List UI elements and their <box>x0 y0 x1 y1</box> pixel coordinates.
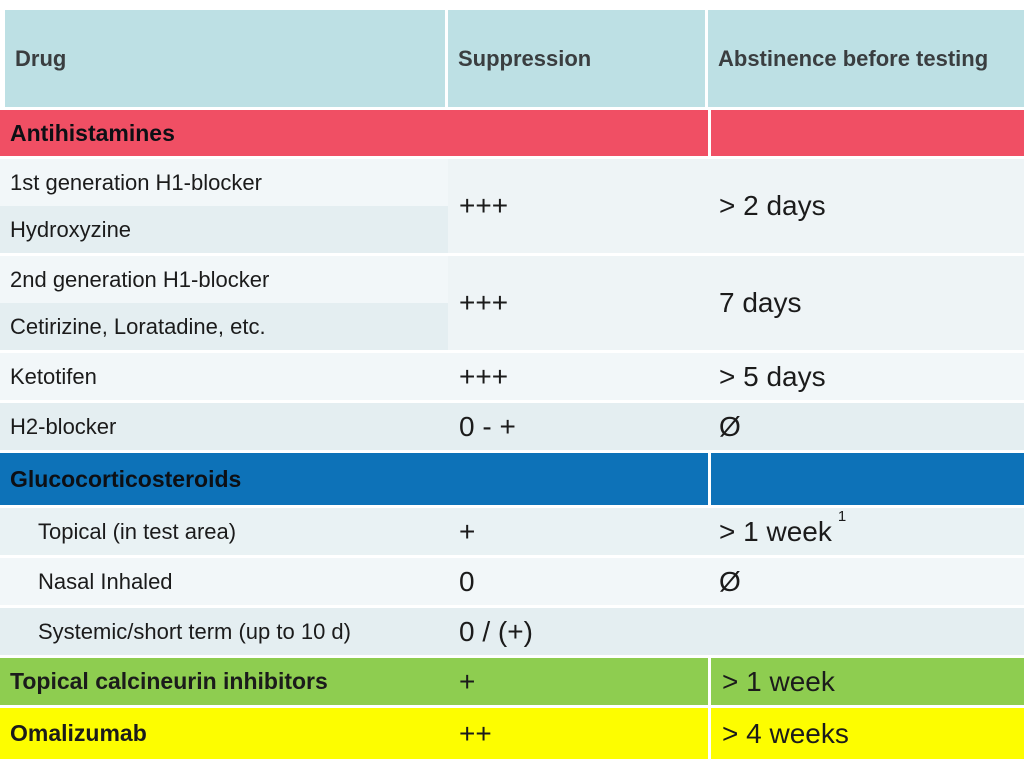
suppression-cell: 0 <box>448 558 708 608</box>
section-antihistamines-empty-cell <box>708 110 1024 159</box>
header-row: Drug Suppression Abstinence before testi… <box>0 10 1024 110</box>
table-row: Systemic/short term (up to 10 d) 0 / (+) <box>0 608 1024 658</box>
row-omalizumab: Omalizumab ++ > 4 weeks <box>0 708 1024 762</box>
suppression-cell: + <box>448 508 708 558</box>
suppression-cell: +++ <box>448 159 708 256</box>
drug-cell: 1st generation H1-blocker <box>0 159 448 206</box>
drug-cell: Omalizumab <box>0 708 448 762</box>
drug-cell: Topical calcineurin inhibitors <box>0 658 448 708</box>
suppression-cell: 0 / (+) <box>448 608 708 658</box>
header-cell-suppression: Suppression <box>448 10 708 110</box>
abstinence-cell: > 4 weeks <box>708 708 1024 762</box>
section-glucocorticosteroids-empty-cell <box>708 453 1024 508</box>
abstinence-cell: > 2 days <box>708 159 1024 256</box>
suppression-cell: + <box>448 658 708 708</box>
abstinence-cell: > 1 week 1 <box>708 508 1024 558</box>
footnote-marker: 1 <box>837 508 847 526</box>
table-row: 1st generation H1-blocker +++ > 2 days <box>0 159 1024 256</box>
header-cell-abstinence: Abstinence before testing <box>708 10 1024 110</box>
drug-cell: Nasal Inhaled <box>0 558 448 608</box>
section-row-glucocorticosteroids: Glucocorticosteroids <box>0 453 1024 508</box>
section-label-antihistamines: Antihistamines <box>0 110 708 159</box>
abstinence-cell <box>708 608 1024 658</box>
drug-cell: Systemic/short term (up to 10 d) <box>0 608 448 658</box>
suppression-cell: +++ <box>448 353 708 403</box>
abstinence-cell: 7 days <box>708 256 1024 353</box>
abstinence-cell: Ø <box>708 403 1024 453</box>
suppression-cell: +++ <box>448 256 708 353</box>
table-row: Ketotifen +++ > 5 days <box>0 353 1024 403</box>
section-row-antihistamines: Antihistamines <box>0 110 1024 159</box>
table-row: 2nd generation H1-blocker +++ 7 days <box>0 256 1024 353</box>
suppression-cell: 0 - + <box>448 403 708 453</box>
table-row: Topical (in test area) + > 1 week 1 <box>0 508 1024 558</box>
abstinence-cell: > 1 week <box>708 658 1024 708</box>
drug-cell: Topical (in test area) <box>0 508 448 558</box>
drug-cell: 2nd generation H1-blocker <box>0 256 448 303</box>
abstinence-cell: Ø <box>708 558 1024 608</box>
abstinence-cell: > 5 days <box>708 353 1024 403</box>
row-topical-calcineurin-inhibitors: Topical calcineurin inhibitors + > 1 wee… <box>0 658 1024 708</box>
drug-cell: Hydroxyzine <box>0 206 448 256</box>
header-cell-drug: Drug <box>0 10 448 110</box>
table-row: Cetirizine, Loratadine, etc. <box>0 303 1024 353</box>
drug-cell: H2-blocker <box>0 403 448 453</box>
suppression-cell: ++ <box>448 708 708 762</box>
drug-suppression-table: Drug Suppression Abstinence before testi… <box>0 10 1024 762</box>
drug-cell: Ketotifen <box>0 353 448 403</box>
abstinence-value: > 1 week <box>719 515 832 547</box>
section-label-glucocorticosteroids: Glucocorticosteroids <box>0 453 708 508</box>
drug-cell: Cetirizine, Loratadine, etc. <box>0 303 448 353</box>
table-row: Nasal Inhaled 0 Ø <box>0 558 1024 608</box>
table-row: H2-blocker 0 - + Ø <box>0 403 1024 453</box>
table-row: Hydroxyzine <box>0 206 1024 256</box>
